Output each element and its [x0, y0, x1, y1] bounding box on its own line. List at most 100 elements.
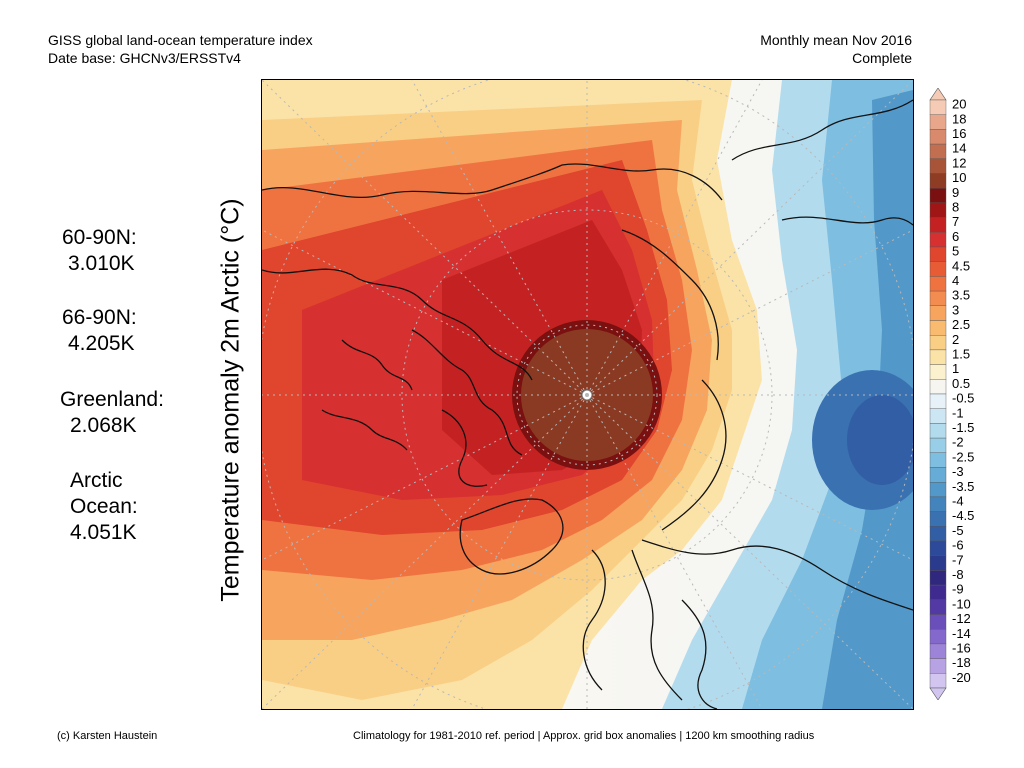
colorbar-swatch	[929, 673, 947, 689]
colorbar-swatch	[929, 334, 947, 351]
colorbar-swatch	[929, 261, 947, 277]
colorbar-tick-label: -2	[952, 435, 964, 450]
colorbar-tick-label: -9	[952, 582, 964, 597]
colorbar-tick-label: -12	[952, 611, 971, 626]
colorbar-tick-label: 9	[952, 185, 959, 200]
colorbar-tick-label: -4.5	[952, 508, 974, 523]
colorbar-swatch	[929, 143, 947, 159]
colorbar-tick-label: -3	[952, 464, 964, 479]
header-left: GISS global land-ocean temperature index…	[48, 31, 313, 67]
colorbar-tick-label: 3.5	[952, 288, 970, 303]
colorbar-tick-label: -18	[952, 655, 971, 670]
colorbar-swatch	[929, 290, 947, 307]
data-base-label: Date base: GHCNv3/ERSSTv4	[48, 50, 241, 66]
colorbar-tick-label: -3.5	[952, 479, 974, 494]
colorbar-swatch	[929, 437, 947, 454]
colorbar-swatch	[929, 452, 947, 468]
colorbar-tick-label: -8	[952, 567, 964, 582]
colorbar-swatch	[929, 570, 947, 586]
stat-region: 60-90N:	[62, 226, 137, 249]
colorbar-tick-label: 5	[952, 244, 959, 259]
stat-region: Greenland:	[60, 388, 164, 411]
colorbar-swatch	[929, 467, 947, 483]
colorbar-tick-label: -16	[952, 640, 971, 655]
colorbar-swatch	[929, 114, 947, 130]
colorbar-swatch	[929, 217, 947, 233]
colorbar-tick-label: 10	[952, 170, 966, 185]
colorbar-tick-label: 18	[952, 111, 966, 126]
stat-arctic-ocean: Arctic Ocean: 4.051K	[70, 468, 138, 546]
colorbar: 201816141210987654.543.532.521.510.5-0.5…	[929, 88, 974, 700]
colorbar-swatch	[929, 364, 947, 380]
colorbar-swatch	[929, 246, 947, 262]
stat-value: 2.068K	[70, 414, 137, 437]
map-title: GISS global land-ocean temperature index	[48, 32, 313, 48]
colorbar-tick-label: 4.5	[952, 258, 970, 273]
coastlines	[262, 99, 913, 709]
colorbar-tick-label: -7	[952, 552, 964, 567]
stat-value: 4.051K	[70, 521, 137, 544]
colorbar-swatch	[929, 305, 947, 321]
colorbar-swatch	[929, 173, 947, 189]
map-svg	[262, 80, 913, 709]
completeness-label: Complete	[852, 50, 912, 66]
colorbar-tick-label: 7	[952, 214, 959, 229]
header-right: Monthly mean Nov 2016 Complete	[760, 31, 912, 67]
colorbar-tick-label: -4	[952, 493, 964, 508]
colorbar-swatch	[929, 584, 947, 601]
colorbar-tick-label: -2.5	[952, 449, 974, 464]
axis-label-wrapper: Temperature anomaly 2m Arctic (°C)	[210, 100, 252, 700]
colorbar-tick-label: 16	[952, 126, 966, 141]
colorbar-swatch	[929, 555, 947, 571]
colorbar-tick-label: 14	[952, 141, 966, 156]
stat-region: 66-90N:	[62, 306, 137, 329]
temperature-axis-label: Temperature anomaly 2m Arctic (°C)	[216, 198, 245, 602]
period-label: Monthly mean Nov 2016	[760, 32, 912, 48]
colorbar-top-arrow	[929, 88, 947, 101]
colorbar-tick-label: -0.5	[952, 391, 974, 406]
stat-region: Arctic	[70, 469, 123, 492]
stat-value: 3.010K	[68, 252, 135, 275]
colorbar-swatch	[929, 379, 947, 395]
stat-66-90n: 66-90N: 4.205K	[62, 305, 137, 357]
credit-text: (c) Karsten Haustein	[57, 730, 158, 742]
colorbar-tick-label: 20	[952, 97, 966, 112]
colorbar-bottom-arrow	[929, 687, 947, 700]
methodology-note: Climatology for 1981-2010 ref. period | …	[353, 730, 815, 742]
colorbar-tick-label: 3	[952, 302, 959, 317]
stat-60-90n: 60-90N: 3.010K	[62, 225, 137, 277]
colorbar-swatch	[929, 408, 947, 424]
colorbar-swatch	[929, 511, 947, 527]
colorbar-tick-label: 12	[952, 155, 966, 170]
colorbar-swatch	[929, 99, 947, 115]
anomaly-zone-minus-5	[847, 395, 913, 485]
stat-region-line2: Ocean:	[70, 495, 138, 518]
colorbar-swatch	[929, 482, 947, 498]
colorbar-tick-label: -5	[952, 523, 964, 538]
colorbar-swatch	[929, 276, 947, 292]
colorbar-tick-label: 0.5	[952, 376, 970, 391]
colorbar-tick-label: 2.5	[952, 317, 970, 332]
arctic-temperature-map	[261, 79, 914, 710]
colorbar-swatch	[929, 202, 947, 218]
colorbar-swatch	[929, 187, 947, 204]
graticule	[262, 80, 913, 709]
colorbar-tick-label: -1.5	[952, 420, 974, 435]
colorbar-swatch	[929, 320, 947, 336]
anomaly-zone-minus-3p5	[822, 90, 913, 709]
colorbar-swatch	[929, 614, 947, 630]
colorbar-tick-label: 2	[952, 332, 959, 347]
colorbar-tick-label: 1.5	[952, 346, 970, 361]
colorbar-swatch	[929, 349, 947, 365]
colorbar-swatch	[929, 393, 947, 409]
colorbar-swatch	[929, 232, 947, 248]
colorbar-tick-label: 8	[952, 199, 959, 214]
colorbar-swatch	[929, 496, 947, 512]
colorbar-tick-label: 4	[952, 273, 959, 288]
stat-greenland: Greenland: 2.068K	[60, 387, 164, 439]
colorbar-tick-label: -1	[952, 405, 964, 420]
colorbar-tick-label: 6	[952, 229, 959, 244]
colorbar-tick-label: -20	[952, 670, 971, 685]
colorbar-tick-label: -6	[952, 538, 964, 553]
stat-value: 4.205K	[68, 332, 135, 355]
